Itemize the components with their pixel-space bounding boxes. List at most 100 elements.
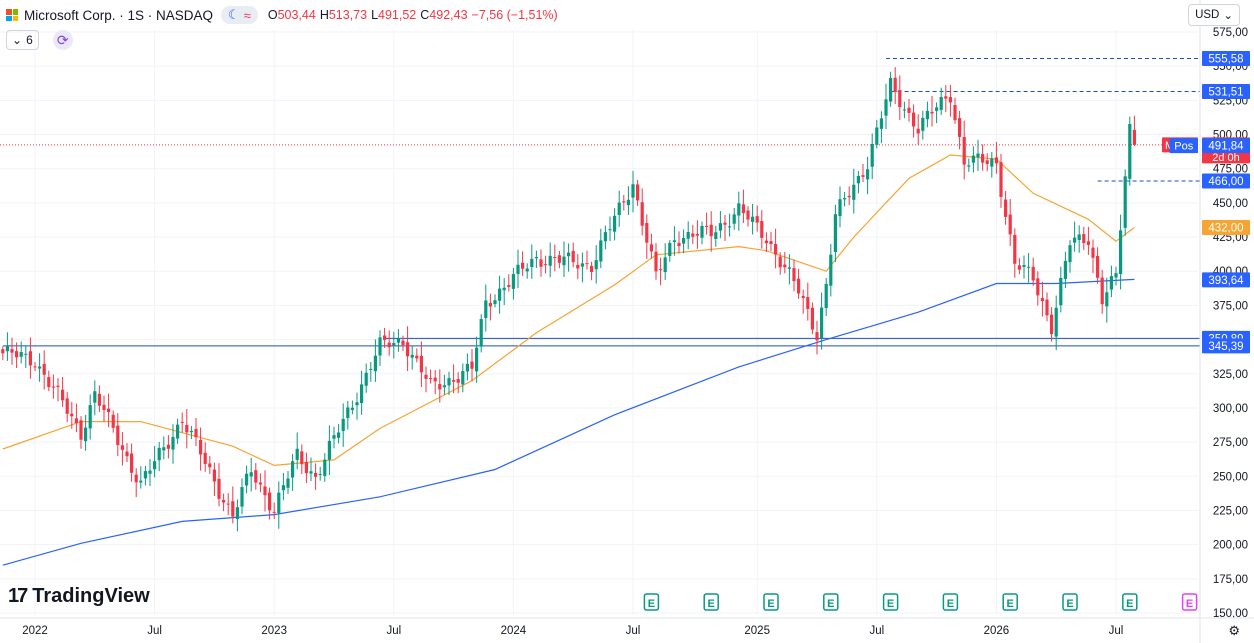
candle-body: [534, 256, 538, 259]
candle-body: [640, 202, 644, 226]
candle-body: [433, 377, 437, 382]
candle-body: [576, 264, 580, 269]
x-tick-label: 2025: [744, 625, 770, 637]
candle-body: [337, 432, 341, 438]
earnings-icon: E: [1122, 593, 1138, 611]
candle-body: [295, 448, 299, 460]
candle-body: [1077, 234, 1081, 240]
candle-body: [222, 499, 226, 503]
earnings-upcoming-icon: E: [1181, 593, 1198, 611]
candle-body: [649, 244, 653, 252]
earnings-icon-frame: [763, 593, 779, 611]
candle-body: [479, 319, 483, 347]
earnings-icon: E: [823, 593, 839, 611]
symbol-title[interactable]: Microsoft Corp. · 1S · NASDAQ: [24, 7, 214, 23]
candle-body: [958, 118, 962, 137]
time-axis[interactable]: 2022 Jul 2023 Jul 2024 Jul 2025 Jul 2026 Jul: [0, 617, 1254, 637]
candle-body: [42, 363, 46, 375]
candle-body: [401, 340, 405, 345]
gear-icon[interactable]: ⚙: [1228, 623, 1240, 638]
candle-body: [392, 342, 396, 346]
candle-body: [277, 492, 281, 514]
candle-body: [28, 351, 32, 366]
candle-body: [15, 351, 19, 358]
candle-body: [769, 241, 773, 244]
earnings-icon-glyph: E: [887, 598, 894, 610]
tradingview-logo[interactable]: 17 TradingView: [8, 585, 150, 608]
candle-body: [824, 283, 828, 308]
candle-body: [51, 386, 55, 388]
price-tag-label: 432,00: [1208, 222, 1243, 234]
open-value: 503,44: [277, 8, 316, 22]
candle-body: [304, 461, 308, 474]
price-tag-label: 393,64: [1208, 275, 1244, 287]
moving-average-line: [2, 278, 1135, 566]
session-pill[interactable]: ☾ ≈: [221, 6, 258, 24]
sync-icon[interactable]: ⟳: [52, 30, 73, 50]
candle-body: [985, 160, 989, 164]
candle-body: [97, 393, 101, 406]
earnings-icon-glyph: E: [1186, 598, 1193, 610]
candle-body: [429, 378, 433, 380]
candle-body: [516, 264, 520, 275]
candle-body: [806, 297, 810, 309]
indicators-toggle[interactable]: ⌄ 6: [6, 30, 39, 50]
candle-body: [70, 413, 74, 417]
close-label: C: [420, 8, 430, 22]
price-tag-countdown: 2d 0h: [1212, 152, 1240, 164]
x-tick-label: Jul: [1109, 625, 1124, 637]
candle-body: [1091, 247, 1095, 258]
price-tag: [1202, 83, 1250, 99]
candle-body: [254, 470, 258, 483]
candle-body: [166, 444, 170, 449]
candle-body: [852, 184, 856, 200]
candle-body: [1059, 277, 1063, 306]
candle-body: [360, 384, 364, 404]
candle-body: [88, 405, 92, 429]
candle-body: [530, 258, 534, 268]
candle-body: [613, 215, 617, 232]
moving-average-line: [2, 154, 1135, 467]
candle-body: [226, 503, 230, 505]
indicator-row: ⌄ 6 ⟳: [6, 30, 73, 50]
candle-body: [19, 352, 23, 357]
candle-body: [590, 265, 594, 272]
candle-body: [677, 242, 681, 247]
candle-body: [502, 287, 506, 291]
earnings-icon: E: [942, 593, 959, 611]
candle-body: [810, 307, 814, 330]
earnings-icon: E: [643, 593, 660, 611]
candle-body: [631, 184, 635, 198]
candle-body: [787, 267, 791, 269]
candle-body: [912, 112, 916, 127]
candle-body: [636, 184, 640, 201]
candle-body: [286, 478, 290, 488]
candle-body: [741, 204, 745, 214]
candle-body: [139, 480, 143, 483]
candle-body: [737, 203, 741, 216]
candle-body: [484, 300, 488, 318]
chevron-down-icon: ⌄: [12, 33, 23, 47]
candle-body: [654, 251, 658, 272]
candle-body: [1073, 237, 1077, 243]
candle-body: [1045, 299, 1049, 316]
candle-body: [153, 461, 157, 470]
earnings-icon-frame: [1002, 593, 1018, 611]
earnings-icon-frame: [823, 593, 839, 611]
candle-body: [5, 346, 9, 352]
candle-body: [1119, 230, 1123, 274]
low-label: L: [371, 8, 379, 22]
candle-body: [199, 439, 203, 455]
x-tick-label: 2026: [984, 625, 1010, 637]
high-value: 513,73: [328, 8, 368, 22]
candle-body: [245, 473, 249, 486]
candle-body: [475, 347, 479, 372]
candle-body: [728, 226, 732, 228]
candle-body: [751, 216, 755, 222]
candle-body: [56, 385, 60, 387]
candle-body: [1063, 260, 1067, 279]
currency-select[interactable]: USD ⌄: [1188, 4, 1240, 26]
candle-body: [585, 263, 589, 265]
candle-body: [212, 469, 216, 482]
